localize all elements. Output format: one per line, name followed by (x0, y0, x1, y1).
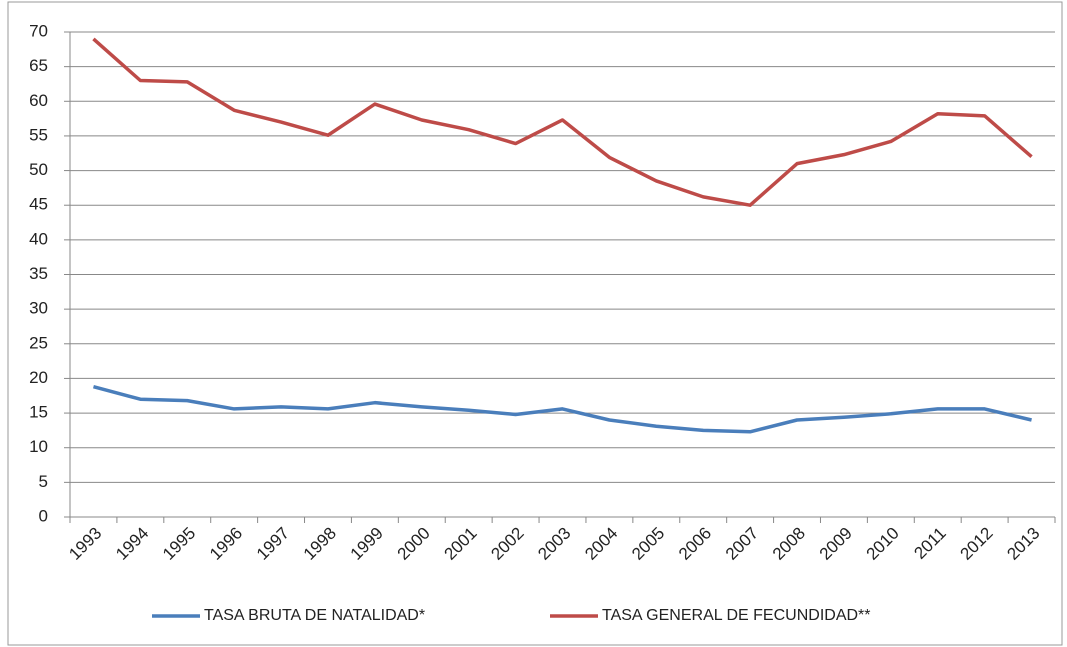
y-tick-label: 65 (29, 56, 48, 75)
y-tick-label: 30 (29, 299, 48, 318)
y-tick-label: 10 (29, 437, 48, 456)
y-tick-label: 60 (29, 91, 48, 110)
legend-label: TASA GENERAL DE FECUNDIDAD** (602, 607, 871, 624)
series-line (92, 37, 1033, 207)
y-tick-label: 5 (39, 472, 48, 491)
y-tick-label: 40 (29, 229, 48, 248)
y-tick-label: 20 (29, 368, 48, 387)
series-line (93, 385, 1032, 434)
legend-label: TASA BRUTA DE NATALIDAD* (204, 607, 425, 624)
y-tick-label: 35 (29, 264, 48, 283)
chart-border (7, 1, 1063, 646)
legend: TASA BRUTA DE NATALIDAD* TASA GENERAL DE … (152, 607, 871, 624)
y-tick-label: 55 (29, 125, 48, 144)
y-tick-label: 0 (39, 506, 48, 525)
y-tick-label: 25 (29, 333, 48, 352)
y-tick-label: 15 (29, 403, 48, 422)
y-tick-label: 50 (29, 160, 48, 179)
y-tick-label: 70 (29, 21, 48, 40)
y-tick-label: 45 (29, 195, 48, 214)
